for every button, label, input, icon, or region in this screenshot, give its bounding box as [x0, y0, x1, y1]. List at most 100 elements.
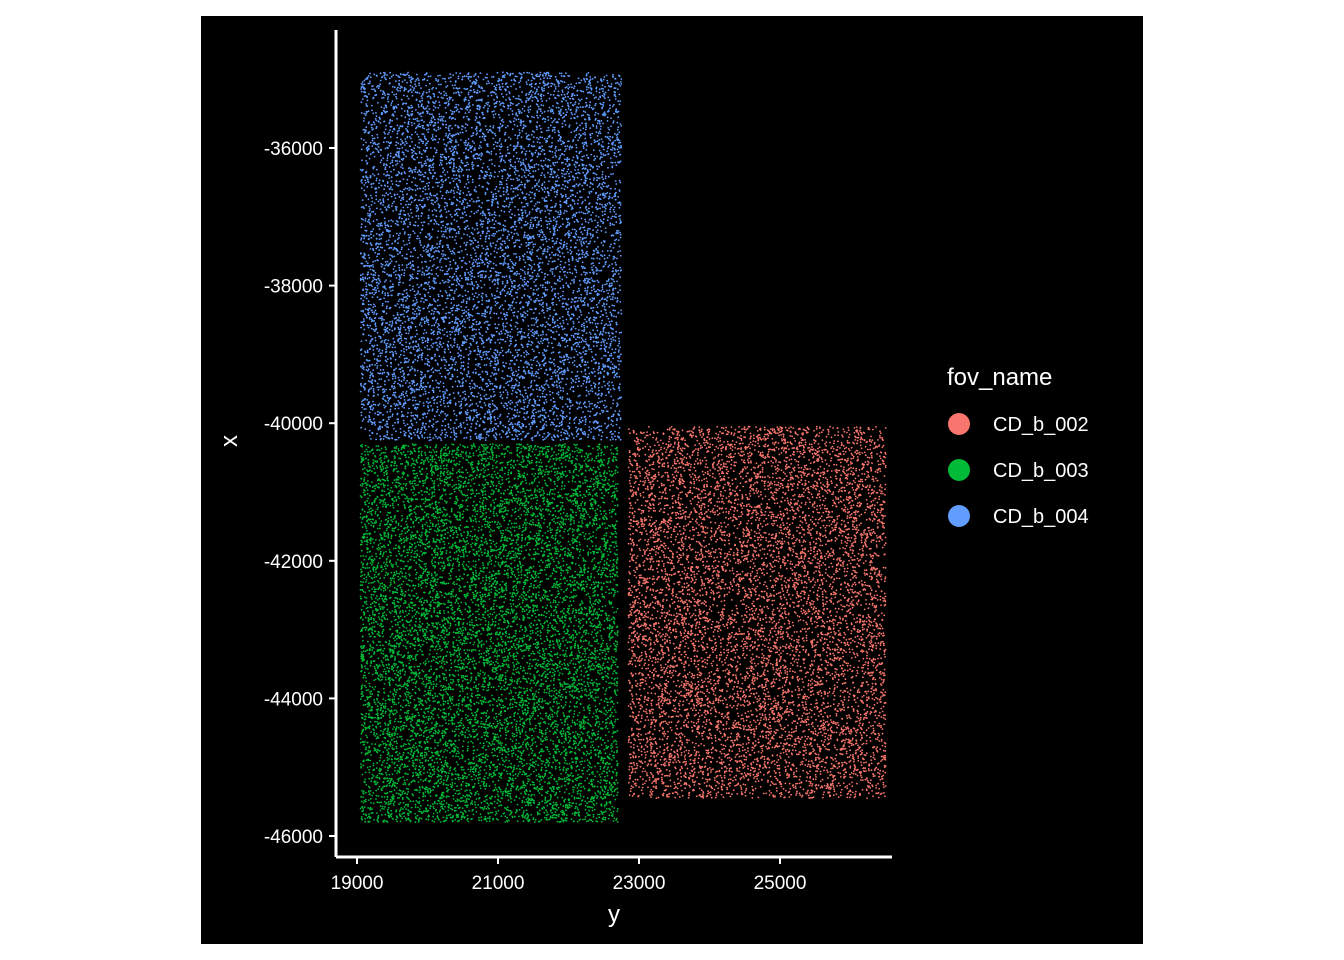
point — [814, 485, 816, 487]
point — [723, 441, 725, 443]
point — [644, 662, 646, 664]
point — [645, 639, 647, 641]
point — [787, 441, 789, 443]
point — [871, 539, 873, 541]
point — [664, 638, 666, 640]
point — [722, 618, 724, 620]
point — [688, 794, 690, 796]
point — [737, 661, 739, 663]
point — [742, 633, 744, 635]
point — [704, 629, 706, 631]
point — [713, 561, 715, 563]
point — [774, 559, 776, 561]
point — [789, 788, 791, 790]
point — [707, 790, 709, 792]
point — [800, 619, 802, 621]
point — [775, 541, 777, 543]
point — [673, 782, 675, 784]
point — [639, 743, 641, 745]
point — [866, 655, 868, 657]
point — [700, 507, 702, 509]
point — [731, 632, 733, 634]
point — [839, 658, 841, 660]
point — [828, 465, 830, 467]
point — [830, 600, 832, 602]
point — [637, 441, 639, 443]
point — [728, 511, 730, 513]
point — [667, 583, 669, 585]
point — [679, 526, 681, 528]
point — [660, 644, 662, 646]
point — [746, 611, 748, 613]
point — [742, 696, 744, 698]
point — [652, 699, 654, 701]
point — [684, 573, 686, 575]
point — [686, 507, 688, 509]
point — [695, 640, 697, 642]
point — [786, 674, 788, 676]
point — [860, 727, 862, 729]
point — [759, 517, 761, 519]
point — [775, 634, 777, 636]
point — [818, 570, 820, 572]
point — [701, 552, 703, 554]
point — [692, 473, 694, 475]
point — [754, 612, 756, 614]
point — [760, 771, 762, 773]
point — [768, 738, 770, 740]
point — [833, 594, 835, 596]
point — [803, 609, 805, 611]
point — [779, 454, 781, 456]
point — [764, 761, 766, 763]
point — [825, 459, 827, 461]
point — [657, 658, 659, 660]
point — [672, 553, 674, 555]
point — [860, 594, 862, 596]
point — [811, 716, 813, 718]
point — [636, 478, 638, 480]
point — [672, 675, 674, 677]
point — [778, 688, 780, 690]
point — [650, 791, 652, 793]
point — [787, 445, 789, 447]
point — [848, 629, 850, 631]
point — [824, 638, 826, 640]
point — [777, 484, 779, 486]
point — [788, 762, 790, 764]
point — [845, 620, 847, 622]
point — [826, 525, 828, 527]
point — [667, 462, 669, 464]
point — [738, 715, 740, 717]
point — [826, 639, 828, 641]
point — [762, 736, 764, 738]
point — [805, 698, 807, 700]
point — [719, 467, 721, 469]
point — [812, 516, 814, 518]
point — [757, 616, 759, 618]
point — [836, 577, 838, 579]
point — [777, 607, 779, 609]
point — [681, 684, 683, 686]
point — [692, 766, 694, 768]
point — [817, 634, 819, 636]
point — [715, 740, 717, 742]
point — [721, 777, 723, 779]
point — [729, 760, 731, 762]
point — [750, 435, 752, 437]
point — [692, 683, 694, 685]
point — [875, 715, 877, 717]
point — [832, 521, 834, 523]
point — [643, 432, 645, 434]
point — [666, 449, 668, 451]
point — [884, 746, 886, 748]
point — [801, 476, 803, 478]
point — [772, 604, 774, 606]
point — [734, 444, 736, 446]
point — [725, 557, 727, 559]
point — [851, 585, 853, 587]
point — [804, 575, 806, 577]
point — [784, 766, 786, 768]
point — [855, 498, 857, 500]
point — [805, 676, 807, 678]
point — [659, 603, 661, 605]
